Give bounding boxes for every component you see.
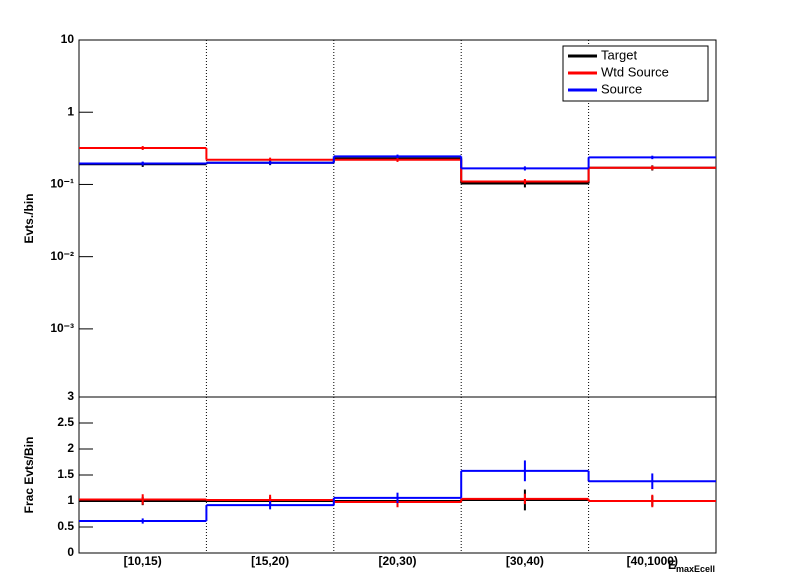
- y-tick-label: 1: [67, 493, 74, 507]
- x-axis-label: EmaxEcell: [668, 558, 715, 572]
- x-label-subscript: maxEcell: [676, 564, 715, 572]
- y-tick-label: 2: [67, 441, 74, 455]
- legend-label: Target: [601, 47, 638, 62]
- x-tick-label: [20,30): [378, 554, 416, 568]
- y-tick-label: 10: [61, 32, 75, 46]
- x-tick-label: [40,1000): [627, 554, 678, 568]
- y-axis-label: Frac Evts/Bin: [22, 437, 36, 514]
- x-label-main: E: [668, 558, 676, 572]
- legend-label: Source: [601, 81, 642, 96]
- y-tick-label: 2.5: [57, 415, 74, 429]
- y-tick-label: 0: [67, 545, 74, 559]
- y-tick-label: 10⁻¹: [50, 177, 74, 191]
- y-tick-label: 3: [67, 389, 74, 403]
- y-tick-label: 1: [67, 104, 74, 118]
- y-axis-label: Evts./bin: [22, 193, 36, 243]
- y-tick-label: 1.5: [57, 467, 74, 481]
- y-tick-label: 10⁻²: [50, 249, 74, 263]
- y-tick-label: 10⁻³: [50, 321, 74, 335]
- x-tick-label: [10,15): [124, 554, 162, 568]
- y-tick-label: 0.5: [57, 519, 74, 533]
- x-tick-label: [30,40): [506, 554, 544, 568]
- x-tick-label: [15,20): [251, 554, 289, 568]
- legend-label: Wtd Source: [601, 64, 669, 79]
